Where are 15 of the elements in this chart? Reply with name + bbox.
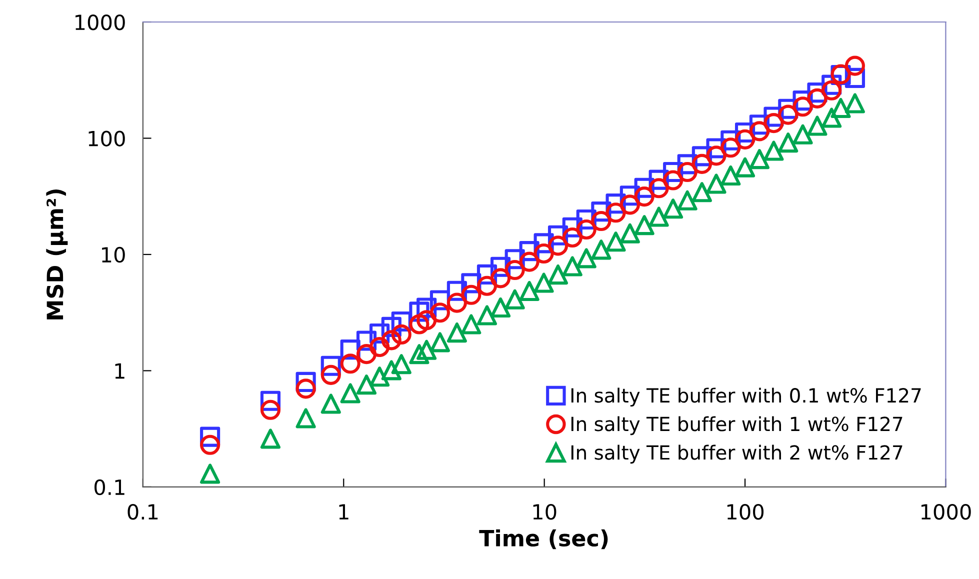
x-tick-label: 0.1 [128,504,158,520]
y-axis-title: MSD (μm²) [46,189,68,320]
y-tick-label: 1 [115,363,124,379]
x-tick-label: 1000 [921,504,971,520]
x-axis-title: Time (sec) [479,529,608,550]
y-tick-label: 10 [102,246,125,263]
legend-label: In salty TE buffer with 1 wt% F127 [571,416,902,436]
y-tick-label: 0.1 [94,479,124,496]
legend-label: In salty TE buffer with 0.1 wt% F127 [571,388,921,407]
y-tick-label: 1000 [76,14,125,30]
legend-label: In salty TE buffer with 2 wt% F127 [571,444,902,464]
x-tick-label: 10 [533,504,556,520]
x-tick-label: 1 [339,504,348,520]
x-tick-label: 100 [727,504,764,520]
y-tick-label: 100 [88,130,125,146]
